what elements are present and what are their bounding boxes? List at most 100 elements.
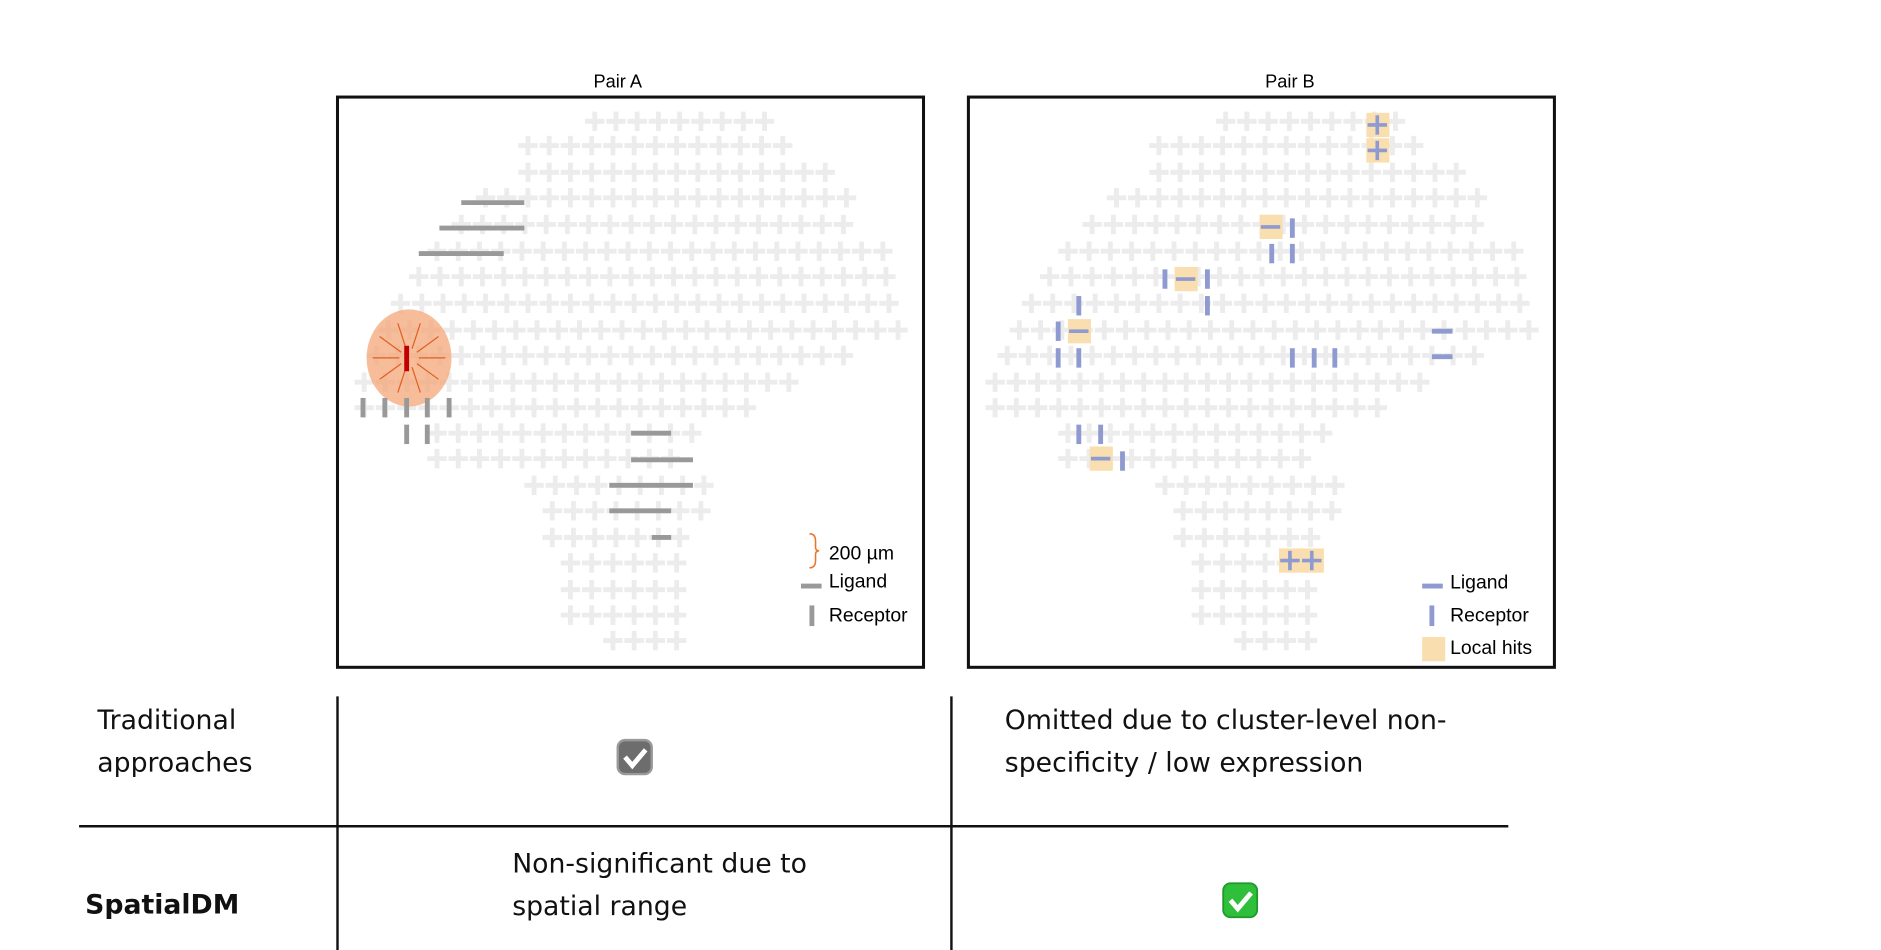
spot — [1237, 501, 1257, 521]
spot — [533, 423, 553, 443]
spot — [879, 293, 899, 314]
spot — [1403, 162, 1424, 182]
spot — [1170, 188, 1190, 208]
spot — [469, 448, 490, 469]
marks — [360, 112, 1453, 573]
spot — [1297, 135, 1318, 156]
spot — [1164, 423, 1184, 443]
spot — [503, 372, 523, 392]
spot — [597, 448, 617, 469]
spot — [833, 345, 854, 366]
spot — [1355, 241, 1375, 261]
spot — [1212, 553, 1233, 573]
spot — [1379, 345, 1400, 366]
spot — [791, 266, 811, 287]
spot — [1319, 162, 1339, 182]
spot — [1124, 266, 1145, 287]
spot — [494, 345, 514, 366]
spot — [1082, 345, 1102, 366]
spot — [736, 397, 757, 418]
spot — [1112, 372, 1133, 392]
spot — [1294, 266, 1315, 287]
spot — [1446, 188, 1466, 208]
spot — [1234, 553, 1254, 573]
spot — [630, 397, 650, 418]
spot — [1464, 345, 1485, 366]
spot — [803, 320, 823, 340]
spot — [1212, 135, 1233, 156]
spot — [563, 527, 584, 548]
spot — [1297, 605, 1318, 625]
spot — [836, 188, 857, 208]
spot — [1170, 293, 1190, 314]
spot — [1337, 345, 1357, 366]
spot — [578, 345, 599, 366]
spot — [1027, 372, 1048, 392]
spot — [618, 241, 638, 261]
spot — [1234, 630, 1254, 651]
spot — [600, 266, 620, 287]
spot — [1103, 266, 1124, 287]
spot — [1106, 293, 1127, 314]
spot — [748, 345, 769, 366]
spot — [1191, 135, 1212, 156]
spot — [1282, 397, 1303, 418]
spot — [1200, 320, 1221, 340]
spot — [1231, 214, 1251, 235]
spot — [1285, 320, 1306, 340]
spot — [1319, 293, 1339, 314]
spot — [442, 320, 462, 340]
spot — [645, 135, 666, 156]
spot — [1209, 214, 1230, 235]
spot — [1231, 345, 1251, 366]
spot — [460, 372, 481, 392]
spot — [1279, 111, 1300, 132]
spot — [1397, 241, 1418, 261]
spot — [1476, 320, 1497, 340]
spot — [1300, 501, 1321, 521]
spot — [621, 345, 641, 366]
spot — [1191, 188, 1212, 208]
spot — [1124, 214, 1145, 235]
spot — [539, 162, 559, 182]
spot — [1440, 241, 1460, 261]
method-label: SpatialDM — [85, 890, 240, 921]
spot — [560, 135, 581, 156]
spot — [1149, 135, 1169, 156]
spot — [1261, 475, 1281, 496]
spot — [1212, 293, 1233, 314]
spot — [1400, 266, 1421, 287]
spot — [1124, 345, 1145, 366]
spot — [633, 320, 653, 340]
spot — [1176, 475, 1196, 496]
spot — [1276, 188, 1296, 208]
spot — [773, 162, 793, 182]
spot — [727, 214, 747, 235]
spot — [751, 162, 772, 182]
spot — [536, 214, 556, 235]
spot — [603, 188, 623, 208]
spot — [591, 320, 611, 340]
spot — [748, 266, 769, 287]
spot — [739, 320, 760, 340]
spot — [1252, 266, 1272, 287]
spot — [685, 345, 705, 366]
spot — [609, 397, 629, 418]
spot — [1255, 162, 1275, 182]
spot — [1464, 266, 1485, 287]
spot — [715, 372, 735, 392]
spot — [1382, 188, 1403, 208]
spot — [1170, 135, 1190, 156]
spot — [1191, 605, 1212, 625]
spot — [603, 605, 623, 625]
spot — [1106, 188, 1127, 208]
spot — [560, 293, 581, 314]
spot — [1218, 475, 1239, 496]
spot — [451, 214, 471, 235]
panel-b-frame — [966, 95, 1556, 669]
spot — [484, 320, 505, 340]
spot — [1252, 345, 1272, 366]
spot — [1143, 448, 1163, 469]
spot — [1276, 293, 1296, 314]
spot — [718, 320, 738, 340]
